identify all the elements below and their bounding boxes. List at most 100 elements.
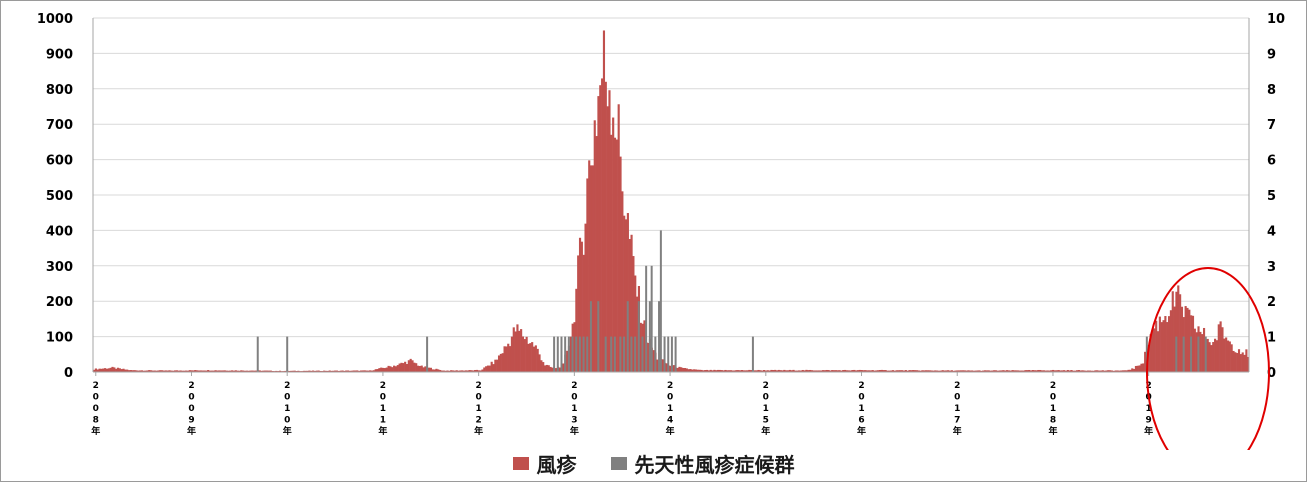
bar-rubella (904, 370, 907, 372)
bar-rubella (1138, 365, 1141, 372)
bar-rubella (972, 370, 976, 372)
bar-rubella (902, 370, 906, 372)
bar-rubella (205, 370, 208, 372)
bar-rubella (337, 370, 340, 372)
bar-rubella (1015, 370, 1018, 372)
bar-rubella (1225, 337, 1228, 372)
bar-rubella (402, 363, 405, 372)
bar-rubella (264, 370, 267, 372)
bar-rubella (829, 370, 832, 372)
bar-rubella (341, 370, 344, 372)
bar-rubella (135, 370, 138, 372)
bar-rubella (1144, 351, 1147, 372)
bar-rubella (356, 370, 359, 372)
bar-rubella (1171, 291, 1174, 372)
bar-rubella (726, 370, 729, 372)
bar-rubella (1202, 327, 1206, 372)
bar-rubella (1006, 370, 1009, 372)
bar-crs (630, 336, 633, 372)
y2-tick-label: 1 (1267, 331, 1276, 346)
bar-rubella (1007, 370, 1011, 372)
bar-rubella (873, 370, 876, 372)
bar-rubella (418, 365, 421, 372)
bar-rubella (575, 288, 578, 372)
bar-rubella (694, 369, 698, 372)
bar-rubella (901, 370, 904, 372)
bar-rubella (766, 370, 769, 372)
bar-rubella (1004, 370, 1007, 372)
bar-rubella (1195, 332, 1198, 372)
bar-rubella (181, 370, 184, 372)
bar-rubella (509, 346, 512, 372)
bar-rubella (188, 370, 191, 372)
bar-rubella (1236, 353, 1239, 372)
bar-rubella (527, 343, 530, 372)
bar-rubella (867, 370, 871, 372)
bar-rubella (1039, 369, 1042, 372)
bar-rubella (917, 370, 920, 372)
bar-rubella (888, 370, 891, 372)
bar-rubella (304, 370, 307, 372)
bar-rubella (157, 370, 160, 372)
bar-rubella (1160, 322, 1163, 372)
bar-rubella (832, 370, 836, 372)
y-tick-label: 900 (46, 47, 73, 62)
bar-crs (564, 336, 567, 372)
bar-rubella (464, 370, 467, 372)
bar-crs (556, 336, 559, 372)
bar-crs (1190, 336, 1193, 372)
y2-tick-label: 4 (1267, 224, 1276, 239)
bar-rubella (612, 117, 615, 373)
bar-rubella (680, 367, 683, 372)
bar-rubella (1024, 370, 1027, 372)
bar-rubella (740, 370, 744, 372)
bar-rubella (871, 370, 874, 372)
bar-rubella (212, 370, 215, 372)
y-tick-label: 200 (46, 295, 73, 310)
bar-rubella (525, 336, 528, 372)
bar-rubella (919, 370, 922, 372)
bar-rubella (137, 370, 140, 372)
bar-rubella (446, 370, 449, 372)
bar-rubella (1131, 368, 1134, 372)
bar-rubella (934, 370, 937, 372)
bar-rubella (948, 370, 952, 372)
bar-rubella (453, 370, 456, 372)
bar-rubella (1057, 370, 1060, 372)
bar-rubella (790, 370, 793, 372)
bar-rubella (980, 370, 983, 372)
bar-rubella (1088, 370, 1091, 372)
bar-rubella (177, 370, 180, 372)
bar-rubella (383, 368, 386, 372)
bar-rubella (179, 370, 182, 372)
bar-rubella (1110, 370, 1114, 372)
bar-rubella (396, 365, 399, 372)
bar-rubella (497, 355, 501, 372)
bar-rubella (1156, 331, 1160, 372)
bar-rubella (1000, 370, 1003, 372)
bar-rubella (1013, 370, 1016, 372)
bar-rubella (398, 363, 401, 372)
bar-rubella (1074, 370, 1077, 372)
bar-crs (658, 301, 661, 372)
bar-rubella (218, 370, 221, 372)
bar-rubella (910, 370, 913, 372)
bar-crs (597, 301, 600, 372)
bar-rubella (251, 370, 254, 372)
bar-rubella (1147, 344, 1150, 372)
bar-rubella (639, 322, 642, 372)
bar-crs (619, 336, 622, 372)
bar-rubella (884, 370, 887, 372)
bar-rubella (1221, 327, 1224, 372)
bar-rubella (588, 160, 591, 372)
bar-rubella (442, 370, 445, 372)
bar-rubella (823, 370, 826, 372)
bar-rubella (798, 370, 801, 372)
bar-rubella (750, 370, 753, 372)
bar-rubella (573, 322, 576, 372)
bar-rubella (234, 370, 237, 372)
bar-rubella (590, 165, 593, 372)
bar-rubella (96, 369, 99, 372)
bar-rubella (289, 370, 293, 372)
